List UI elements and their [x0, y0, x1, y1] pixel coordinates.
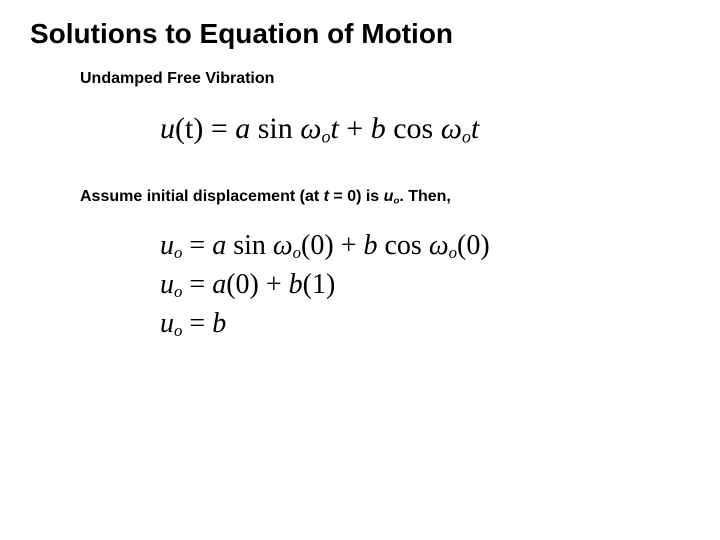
subtitle: Undamped Free Vibration: [80, 70, 690, 88]
l1-u: u: [160, 230, 174, 261]
l2-z2: (1): [303, 269, 336, 300]
l2-eq: =: [182, 269, 212, 300]
l2-plus: +: [259, 269, 289, 300]
eq-b: b: [371, 112, 386, 145]
slide: Solutions to Equation of Motion Undamped…: [0, 0, 720, 540]
l3-b: b: [212, 308, 226, 339]
l1-omega2: ω: [429, 230, 449, 261]
l1-b: b: [364, 230, 378, 261]
eq-omega1: ω: [300, 112, 321, 145]
eq-o2: o: [462, 127, 471, 147]
eq-sin: sin: [250, 112, 300, 145]
equation-derivation-block: uo = a sin ωo(0) + b cos ωo(0) uo = a(0)…: [160, 230, 690, 342]
body-p1: Assume initial displacement (at: [80, 188, 324, 205]
eq-targ: (t): [175, 112, 203, 145]
equation-line-3: uo = b: [160, 308, 690, 341]
equation-main-block: u(t) = a sin ωot + b cos ωot: [160, 112, 690, 148]
eq-u: u: [160, 112, 175, 145]
equation-line-2: uo = a(0) + b(1): [160, 269, 690, 302]
l2-a: a: [212, 269, 226, 300]
slide-title: Solutions to Equation of Motion: [30, 18, 690, 50]
body-u: u: [384, 188, 394, 205]
l1-a: a: [212, 230, 226, 261]
l2-u: u: [160, 269, 174, 300]
eq-cos: cos: [386, 112, 441, 145]
eq-eq: =: [203, 112, 235, 145]
eq-plus: +: [339, 112, 371, 145]
l1-o1: o: [293, 243, 301, 262]
l2-z1: (0): [226, 269, 259, 300]
l1-z1: (0): [301, 230, 334, 261]
l3-u: u: [160, 308, 174, 339]
l2-b: b: [289, 269, 303, 300]
l1-plus: +: [334, 230, 364, 261]
eq-t1: t: [330, 112, 338, 145]
body-p3: . Then,: [399, 188, 451, 205]
l1-cos: cos: [378, 230, 429, 261]
eq-a: a: [235, 112, 250, 145]
eq-omega2: ω: [441, 112, 462, 145]
l1-omega1: ω: [273, 230, 293, 261]
body-p2: = 0) is: [329, 188, 384, 205]
l1-z2: (0): [457, 230, 490, 261]
l1-eq: =: [182, 230, 212, 261]
eq-t2: t: [471, 112, 479, 145]
equation-line-1: uo = a sin ωo(0) + b cos ωo(0): [160, 230, 690, 263]
equation-main: u(t) = a sin ωot + b cos ωot: [160, 112, 690, 148]
l1-sin: sin: [226, 230, 273, 261]
l3-eq: =: [182, 308, 212, 339]
body-text: Assume initial displacement (at t = 0) i…: [80, 188, 690, 206]
l1-o2: o: [449, 243, 457, 262]
